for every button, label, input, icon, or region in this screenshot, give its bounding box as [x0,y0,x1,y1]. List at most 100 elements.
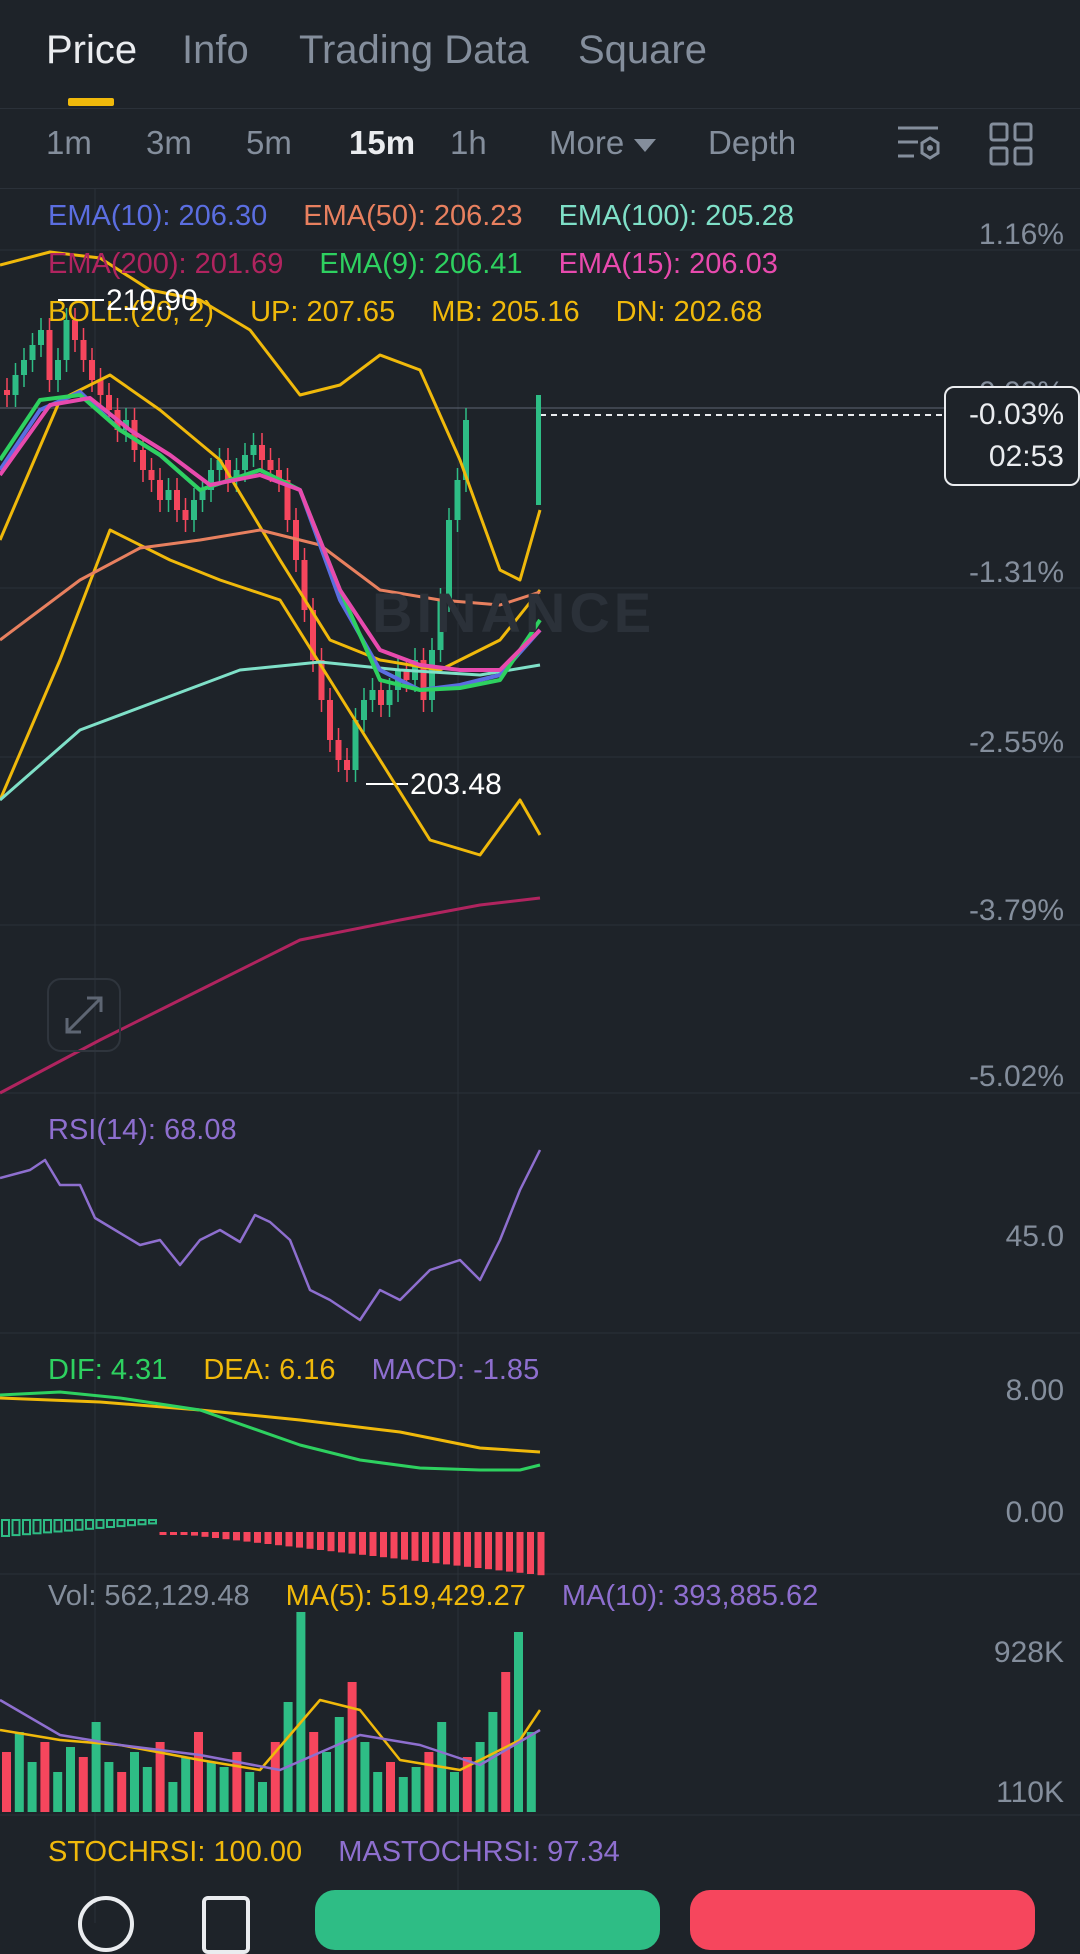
macd-hist-bar [516,1532,524,1573]
candle-body [21,360,27,375]
depth-tab[interactable]: Depth [708,124,797,161]
ema100-value: EMA(100): 205.28 [558,200,794,232]
volume-pane [0,1612,542,1812]
macd-hist-bar [85,1519,94,1530]
stochrsi-value: STOCHRSI: 100.00 [48,1836,303,1868]
interval-5m[interactable]: 5m [246,124,292,161]
candle-body [454,480,461,520]
macd-hist-bar [180,1532,188,1535]
rsi-line [0,1149,542,1322]
candle-body [4,390,10,395]
volume-bar [194,1732,203,1812]
price-axis-label: 1.16% [978,218,1064,251]
candle-body [310,610,316,660]
volume-bar [2,1752,11,1812]
volume-bar [117,1772,127,1812]
current-price-badge[interactable]: -0.03% 02:53 [944,386,1080,486]
interval-bar: 1m 3m 5m 15m 1h More Depth [0,108,1080,189]
tab-trading-data[interactable]: Trading Data [299,28,529,72]
candle-body [46,330,53,380]
macd-hist-bar [422,1532,429,1562]
macd-hist-bar [95,1519,105,1529]
candle-countdown: 02:53 [988,440,1064,473]
macd-hist-bar [359,1532,366,1555]
price-chart-canvas[interactable] [0,188,1080,1923]
macd-hist-bar [485,1532,492,1570]
interval-1m[interactable]: 1m [46,124,92,161]
volume-bar [424,1752,434,1812]
volume-bar [462,1757,472,1812]
macd-hist-bar [264,1532,272,1544]
volume-bar [386,1762,395,1812]
boll-mb-value: MB: 205.16 [431,296,580,328]
volume-bar [360,1742,370,1812]
high-price-label: 210.90 [106,284,198,317]
ema10-value: EMA(10): 206.30 [48,200,268,232]
candle-body [352,720,359,770]
buy-button[interactable] [315,1890,660,1950]
volume-bar [40,1742,50,1812]
interval-1h[interactable]: 1h [450,124,487,161]
interval-more-dropdown[interactable]: More [549,124,657,162]
expand-chart-button[interactable] [47,978,121,1052]
ema100-line [0,660,541,802]
macd-hist-bar [411,1532,419,1561]
macd-hist-bar [537,1532,545,1576]
ema9-value: EMA(9): 206.41 [319,248,523,280]
candle-body [157,480,163,500]
more-chat-icon[interactable] [78,1896,134,1952]
ema50-value: EMA(50): 206.23 [303,200,523,232]
candle-body [208,470,214,490]
volume-bar [283,1702,293,1812]
candle-body [250,445,257,455]
macd-hist-bar [116,1519,126,1528]
candle-body [378,690,384,705]
macd-hist-bar [432,1532,440,1564]
tab-price[interactable]: Price [46,28,138,72]
mastochrsi-value: MASTOCHRSI: 97.34 [338,1836,620,1868]
candlesticks [4,308,541,782]
macd-hist-bar [285,1532,293,1547]
candle-body [536,395,541,505]
candle-body [148,470,155,480]
interval-15m[interactable]: 15m [349,124,416,161]
macd-hist-bar [506,1532,513,1572]
indicator-settings-icon[interactable] [896,122,942,168]
macd-hist-bar [64,1519,73,1532]
low-price-label: 203.48 [410,768,502,801]
macd-hist-bar [159,1532,167,1535]
candle-body [259,445,265,460]
interval-3m[interactable]: 3m [146,124,192,161]
more-label: More [549,124,625,161]
macd-hist-bar [106,1519,115,1528]
sell-button[interactable] [690,1890,1035,1950]
layout-grid-icon[interactable] [989,122,1033,166]
expand-icon [65,996,103,1034]
volume-bar [526,1732,536,1812]
candle-body [429,650,435,700]
rsi-axis-label: 45.0 [1005,1220,1064,1253]
macd-hist-bar [32,1519,42,1535]
orders-doc-icon[interactable] [202,1896,250,1954]
volume-bar [14,1732,24,1812]
candle-body [386,690,393,705]
tab-info[interactable]: Info [182,28,249,72]
candle-body [225,460,231,480]
macd-hist-bar [1,1519,10,1537]
price-axis-label: -1.31% [968,556,1064,589]
volume-bar [219,1767,229,1812]
candle-body [437,600,444,650]
candle-body [140,450,146,470]
volume-axis-label: 928K [993,1636,1064,1669]
vol-ma5-value: MA(5): 519,429.27 [285,1580,526,1612]
ema15-value: EMA(15): 206.03 [558,248,778,280]
boll-upper-line [0,250,542,582]
bottom-action-bar [0,1880,1080,1954]
ema15-line [0,396,542,672]
candle-body [446,520,452,600]
stochrsi-legend: STOCHRSI: 100.00 MASTOCHRSI: 97.34 [48,1836,648,1869]
indicator-lines [0,250,542,1095]
ema9-line [0,393,542,692]
tab-square[interactable]: Square [578,28,707,72]
ema-legend-row-2: EMA(200): 201.69 EMA(9): 206.41 EMA(15):… [48,248,806,281]
